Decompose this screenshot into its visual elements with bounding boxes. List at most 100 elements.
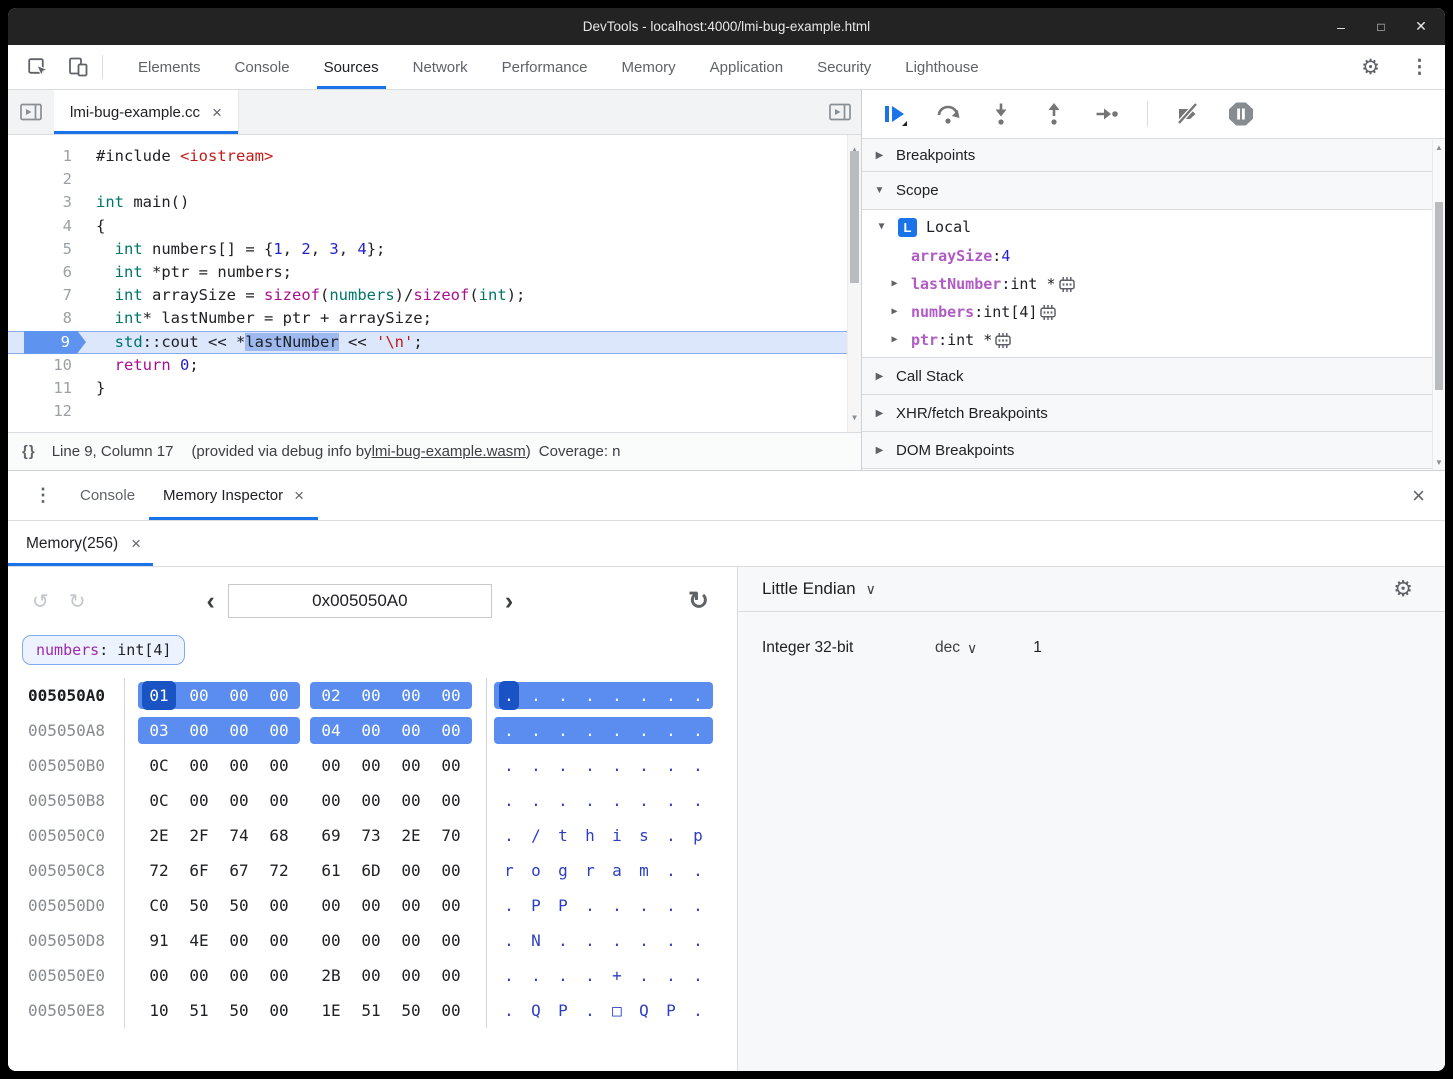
- ascii-char[interactable]: .: [558, 686, 568, 705]
- ascii-char[interactable]: .: [585, 896, 595, 915]
- hex-byte[interactable]: 00: [401, 791, 421, 810]
- ascii-char[interactable]: .: [693, 861, 703, 880]
- step-over-button[interactable]: [935, 101, 961, 127]
- hex-byte[interactable]: 00: [269, 686, 289, 705]
- hex-byte[interactable]: 00: [401, 931, 421, 950]
- tab-console[interactable]: Console: [234, 58, 290, 76]
- hex-byte[interactable]: 01: [146, 685, 172, 706]
- hex-byte[interactable]: 00: [361, 931, 381, 950]
- scroll-down-icon[interactable]: ▼: [852, 412, 857, 422]
- hex-byte[interactable]: 00: [361, 966, 381, 985]
- ascii-char[interactable]: .: [666, 861, 676, 880]
- hex-dump-grid[interactable]: 005050A0 01 00 00 00 02 00 00 00........ 005050A8…: [8, 678, 737, 1028]
- drawer-close-icon[interactable]: ×: [1412, 482, 1425, 508]
- hex-byte[interactable]: 2F: [189, 826, 209, 845]
- ascii-char[interactable]: .: [693, 931, 703, 950]
- hex-byte[interactable]: 00: [361, 721, 381, 740]
- section-xhr-breakpoints[interactable]: ▶ XHR/fetch Breakpoints: [862, 395, 1445, 432]
- hex-byte[interactable]: 0C: [149, 791, 169, 810]
- hex-byte[interactable]: 2E: [401, 826, 421, 845]
- code-line-5[interactable]: 5 int numbers[] = {1, 2, 3, 4};: [8, 238, 861, 261]
- ascii-char[interactable]: .: [612, 721, 622, 740]
- hex-byte[interactable]: 00: [401, 861, 421, 880]
- interpreter-settings-gear-icon[interactable]: ⚙: [1393, 576, 1413, 601]
- wasm-file-link[interactable]: lmi-bug-example.wasm: [371, 443, 526, 460]
- ascii-char[interactable]: .: [666, 966, 676, 985]
- hex-byte[interactable]: 00: [229, 931, 249, 950]
- hex-row-005050A8[interactable]: 005050A8 03 00 00 00 04 00 00 00........: [8, 713, 737, 748]
- ascii-char[interactable]: .: [666, 931, 676, 950]
- ascii-char[interactable]: .: [693, 686, 703, 705]
- tab-security[interactable]: Security: [817, 58, 872, 76]
- ascii-char[interactable]: .: [531, 721, 541, 740]
- ascii-char[interactable]: .: [693, 756, 703, 775]
- line-number-8[interactable]: 8: [62, 309, 72, 328]
- scope-var-lastnumber[interactable]: ▶ lastNumber: int *: [862, 270, 1445, 298]
- code-line-10[interactable]: 10 return 0;: [8, 354, 861, 377]
- line-number-2[interactable]: 2: [62, 170, 72, 189]
- hex-byte[interactable]: 03: [149, 721, 169, 740]
- hex-byte[interactable]: 72: [149, 861, 169, 880]
- ascii-char[interactable]: .: [585, 721, 595, 740]
- drawer-tab-memory-inspector[interactable]: Memory Inspector ×: [149, 471, 319, 520]
- ascii-char[interactable]: .: [639, 756, 649, 775]
- hex-byte[interactable]: 00: [401, 966, 421, 985]
- debugger-panel-toggle-icon[interactable]: [827, 90, 861, 134]
- line-number-6[interactable]: 6: [62, 262, 72, 281]
- ascii-char[interactable]: .: [504, 756, 514, 775]
- ascii-char[interactable]: .: [558, 791, 568, 810]
- tab-network[interactable]: Network: [412, 58, 468, 76]
- tab-memory[interactable]: Memory: [621, 58, 676, 76]
- tri-right-icon[interactable]: ▶: [891, 334, 898, 345]
- line-number-3[interactable]: 3: [62, 193, 72, 212]
- format-select[interactable]: dec ∨: [935, 639, 977, 657]
- ascii-char[interactable]: .: [639, 721, 649, 740]
- hex-byte[interactable]: 6D: [361, 861, 381, 880]
- tab-elements[interactable]: Elements: [138, 58, 201, 76]
- ascii-char[interactable]: .: [585, 686, 595, 705]
- hex-byte[interactable]: 00: [401, 686, 421, 705]
- hex-byte[interactable]: 00: [321, 791, 341, 810]
- line-number-12[interactable]: 12: [53, 402, 72, 421]
- line-number-5[interactable]: 5: [62, 239, 72, 258]
- ascii-char[interactable]: .: [558, 931, 568, 950]
- line-number-1[interactable]: 1: [62, 147, 72, 165]
- hex-byte[interactable]: 00: [189, 791, 209, 810]
- ascii-char[interactable]: i: [612, 826, 622, 845]
- hex-byte[interactable]: 00: [229, 966, 249, 985]
- code-line-6[interactable]: 6 int *ptr = numbers;: [8, 261, 861, 284]
- hex-row-005050C0[interactable]: 005050C0 2E 2F 74 68 69 73 2E 70. / t h i s. p: [8, 818, 737, 853]
- code-line-3[interactable]: 3 int main(): [8, 191, 861, 214]
- scope-var-ptr[interactable]: ▶ ptr: int *: [862, 326, 1445, 354]
- ascii-char[interactable]: .: [693, 896, 703, 915]
- hex-byte[interactable]: 00: [269, 931, 289, 950]
- ascii-char[interactable]: .: [612, 756, 622, 775]
- redo-icon[interactable]: ↻: [68, 590, 86, 613]
- ascii-char[interactable]: .: [504, 931, 514, 950]
- file-tab-lmi-bug-example[interactable]: lmi-bug-example.cc ×: [54, 90, 239, 134]
- ascii-char[interactable]: s: [639, 826, 649, 845]
- hex-byte[interactable]: 50: [401, 1001, 421, 1020]
- section-call-stack[interactable]: ▶ Call Stack: [862, 358, 1445, 395]
- scroll-down-icon[interactable]: ▼: [1435, 458, 1443, 467]
- ascii-char[interactable]: h: [585, 826, 595, 845]
- hex-byte[interactable]: 02: [321, 686, 341, 705]
- tab-lighthouse[interactable]: Lighthouse: [905, 58, 979, 76]
- hex-byte[interactable]: 00: [361, 756, 381, 775]
- hex-byte[interactable]: 00: [269, 1001, 289, 1020]
- ascii-char[interactable]: .: [693, 791, 703, 810]
- hex-row-005050E8[interactable]: 005050E8 10 51 50 00 1E 51 50 00. Q P. □ Q P.: [8, 993, 737, 1028]
- hex-byte[interactable]: 70: [441, 826, 461, 845]
- hex-byte[interactable]: 51: [361, 1001, 381, 1020]
- ascii-char[interactable]: .: [612, 791, 622, 810]
- code-line-8[interactable]: 8 int* lastNumber = ptr + arraySize;: [8, 307, 861, 330]
- ascii-char[interactable]: .: [612, 686, 622, 705]
- hex-byte[interactable]: C0: [149, 896, 169, 915]
- memory-inspector-icon[interactable]: [1039, 304, 1057, 321]
- tri-down-icon[interactable]: ▼: [874, 185, 885, 196]
- editor-scrollbar-thumb[interactable]: [850, 151, 859, 283]
- hex-byte[interactable]: 00: [269, 721, 289, 740]
- code-line-12[interactable]: 12: [8, 400, 861, 423]
- scope-var-numbers[interactable]: ▶ numbers: int[4]: [862, 298, 1445, 326]
- ascii-char[interactable]: m: [639, 861, 649, 880]
